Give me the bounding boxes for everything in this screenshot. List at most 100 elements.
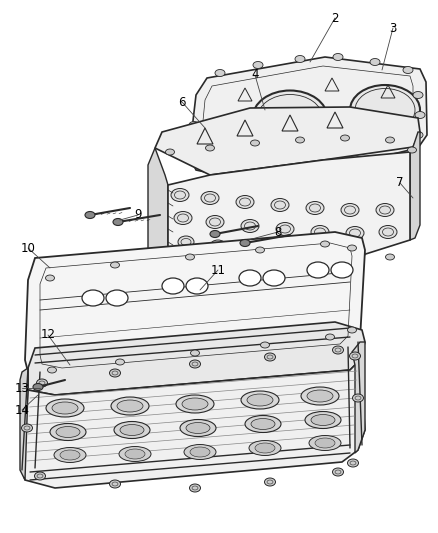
Ellipse shape	[265, 478, 276, 486]
Ellipse shape	[263, 270, 285, 286]
Ellipse shape	[176, 395, 214, 413]
Ellipse shape	[333, 53, 343, 61]
Ellipse shape	[60, 450, 80, 460]
Ellipse shape	[206, 215, 224, 229]
Ellipse shape	[166, 149, 174, 155]
Ellipse shape	[110, 369, 120, 377]
Ellipse shape	[345, 172, 355, 179]
Ellipse shape	[307, 262, 329, 278]
Ellipse shape	[306, 201, 324, 214]
Ellipse shape	[251, 418, 275, 430]
Polygon shape	[168, 152, 410, 270]
Ellipse shape	[47, 367, 57, 373]
Polygon shape	[20, 368, 28, 480]
Ellipse shape	[376, 204, 394, 216]
Ellipse shape	[415, 111, 425, 118]
Ellipse shape	[261, 342, 269, 348]
Ellipse shape	[33, 384, 43, 391]
Ellipse shape	[385, 254, 395, 260]
Polygon shape	[189, 57, 427, 185]
Text: 3: 3	[389, 21, 397, 35]
Ellipse shape	[245, 243, 261, 255]
Ellipse shape	[245, 416, 281, 432]
Ellipse shape	[215, 69, 225, 77]
Text: 4: 4	[251, 69, 259, 82]
Ellipse shape	[82, 290, 104, 306]
Ellipse shape	[413, 92, 423, 99]
Ellipse shape	[249, 440, 281, 456]
Ellipse shape	[305, 411, 341, 429]
Text: 9: 9	[134, 208, 142, 222]
Ellipse shape	[379, 225, 397, 238]
Polygon shape	[155, 107, 420, 175]
Ellipse shape	[182, 398, 208, 410]
Text: 12: 12	[40, 328, 56, 342]
Polygon shape	[28, 322, 365, 395]
Ellipse shape	[251, 140, 259, 146]
Polygon shape	[25, 232, 365, 378]
Ellipse shape	[178, 236, 194, 248]
Ellipse shape	[117, 400, 143, 412]
Ellipse shape	[276, 265, 285, 271]
Ellipse shape	[311, 225, 329, 238]
Ellipse shape	[350, 352, 360, 360]
Polygon shape	[22, 360, 365, 488]
Ellipse shape	[111, 397, 149, 415]
Ellipse shape	[116, 359, 124, 365]
Ellipse shape	[241, 391, 279, 409]
Polygon shape	[148, 148, 168, 265]
Ellipse shape	[265, 353, 276, 361]
Ellipse shape	[113, 219, 123, 225]
Ellipse shape	[247, 394, 273, 406]
Ellipse shape	[114, 422, 150, 439]
Ellipse shape	[180, 419, 216, 437]
Ellipse shape	[349, 248, 365, 260]
Ellipse shape	[184, 445, 216, 459]
Ellipse shape	[205, 145, 215, 151]
Ellipse shape	[276, 222, 294, 236]
Ellipse shape	[370, 59, 380, 66]
Ellipse shape	[125, 449, 145, 459]
Ellipse shape	[403, 67, 413, 74]
Ellipse shape	[340, 135, 350, 141]
Text: 8: 8	[274, 225, 282, 238]
Ellipse shape	[110, 262, 120, 268]
Text: 10: 10	[21, 241, 35, 254]
Ellipse shape	[252, 91, 328, 146]
Ellipse shape	[170, 259, 180, 265]
Ellipse shape	[190, 447, 210, 457]
Ellipse shape	[56, 426, 80, 438]
Ellipse shape	[341, 204, 359, 216]
Ellipse shape	[210, 240, 226, 252]
Ellipse shape	[36, 379, 47, 387]
Ellipse shape	[236, 196, 254, 208]
Ellipse shape	[258, 180, 268, 187]
Text: 2: 2	[331, 12, 339, 25]
Ellipse shape	[331, 262, 339, 268]
Ellipse shape	[346, 227, 364, 239]
Ellipse shape	[119, 447, 151, 462]
Ellipse shape	[301, 387, 339, 405]
Ellipse shape	[407, 147, 417, 153]
Ellipse shape	[110, 480, 120, 488]
Ellipse shape	[347, 245, 357, 251]
Ellipse shape	[35, 472, 46, 480]
Ellipse shape	[191, 350, 199, 356]
Ellipse shape	[347, 459, 358, 467]
Ellipse shape	[253, 61, 263, 69]
Text: 7: 7	[396, 176, 404, 190]
Ellipse shape	[220, 264, 230, 270]
Ellipse shape	[189, 122, 199, 128]
Ellipse shape	[353, 394, 364, 402]
Ellipse shape	[54, 448, 86, 463]
Ellipse shape	[46, 275, 54, 281]
Polygon shape	[352, 342, 365, 453]
Ellipse shape	[296, 137, 304, 143]
Ellipse shape	[307, 390, 333, 402]
Ellipse shape	[332, 346, 343, 354]
Ellipse shape	[21, 424, 32, 432]
Ellipse shape	[85, 212, 95, 219]
Ellipse shape	[255, 247, 265, 253]
Ellipse shape	[315, 248, 331, 260]
Ellipse shape	[385, 137, 395, 143]
